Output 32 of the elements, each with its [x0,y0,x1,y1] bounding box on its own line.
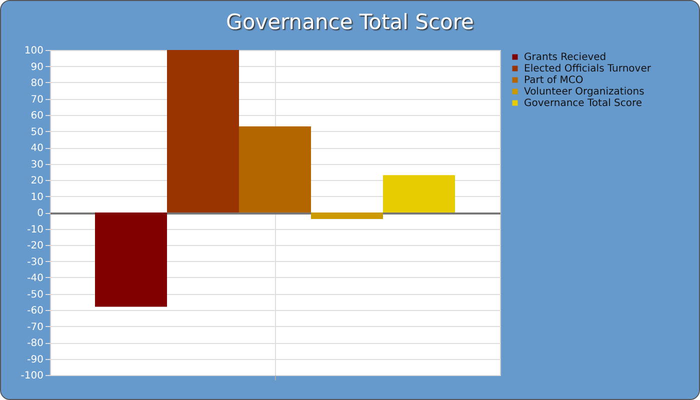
y-tick-label: -70 [27,322,44,333]
y-tick-label: 30 [30,159,44,170]
y-tick-label: -20 [27,240,44,252]
legend-label: Grants Recieved [524,52,606,63]
legend-label: Elected Officials Turnover [524,64,652,74]
y-tick-label: 50 [30,126,44,138]
y-tick-label: 100 [24,46,44,56]
y-tick-label: 20 [30,176,44,186]
legend-label: Governance Total Score [524,98,642,109]
bar [383,175,455,212]
y-tick-label: 0 [37,208,44,219]
y-tick-label: -100 [20,370,44,382]
legend-label: Volunteer Organizations [524,86,644,98]
y-tick-label: -60 [27,306,44,316]
legend-label: Part of MCO [524,75,584,86]
y-tick-label: 60 [30,110,44,122]
chart-title: Governance Total Score [226,10,474,34]
bar [95,212,167,307]
y-tick-label: -90 [27,354,44,366]
y-tick-label: 70 [30,94,44,106]
y-tick-label: 90 [30,62,44,73]
y-tick-label: 40 [30,143,44,154]
y-tick-label: -50 [27,289,44,300]
bar [167,50,239,212]
y-tick-label: -80 [27,338,44,349]
bar [311,212,383,219]
y-tick-label: -10 [27,224,44,236]
y-tick-label: 80 [30,78,44,89]
y-tick-label: 10 [30,192,44,203]
y-tick-label: -40 [27,273,44,284]
y-tick-label: -30 [27,256,44,268]
bar [239,126,311,212]
